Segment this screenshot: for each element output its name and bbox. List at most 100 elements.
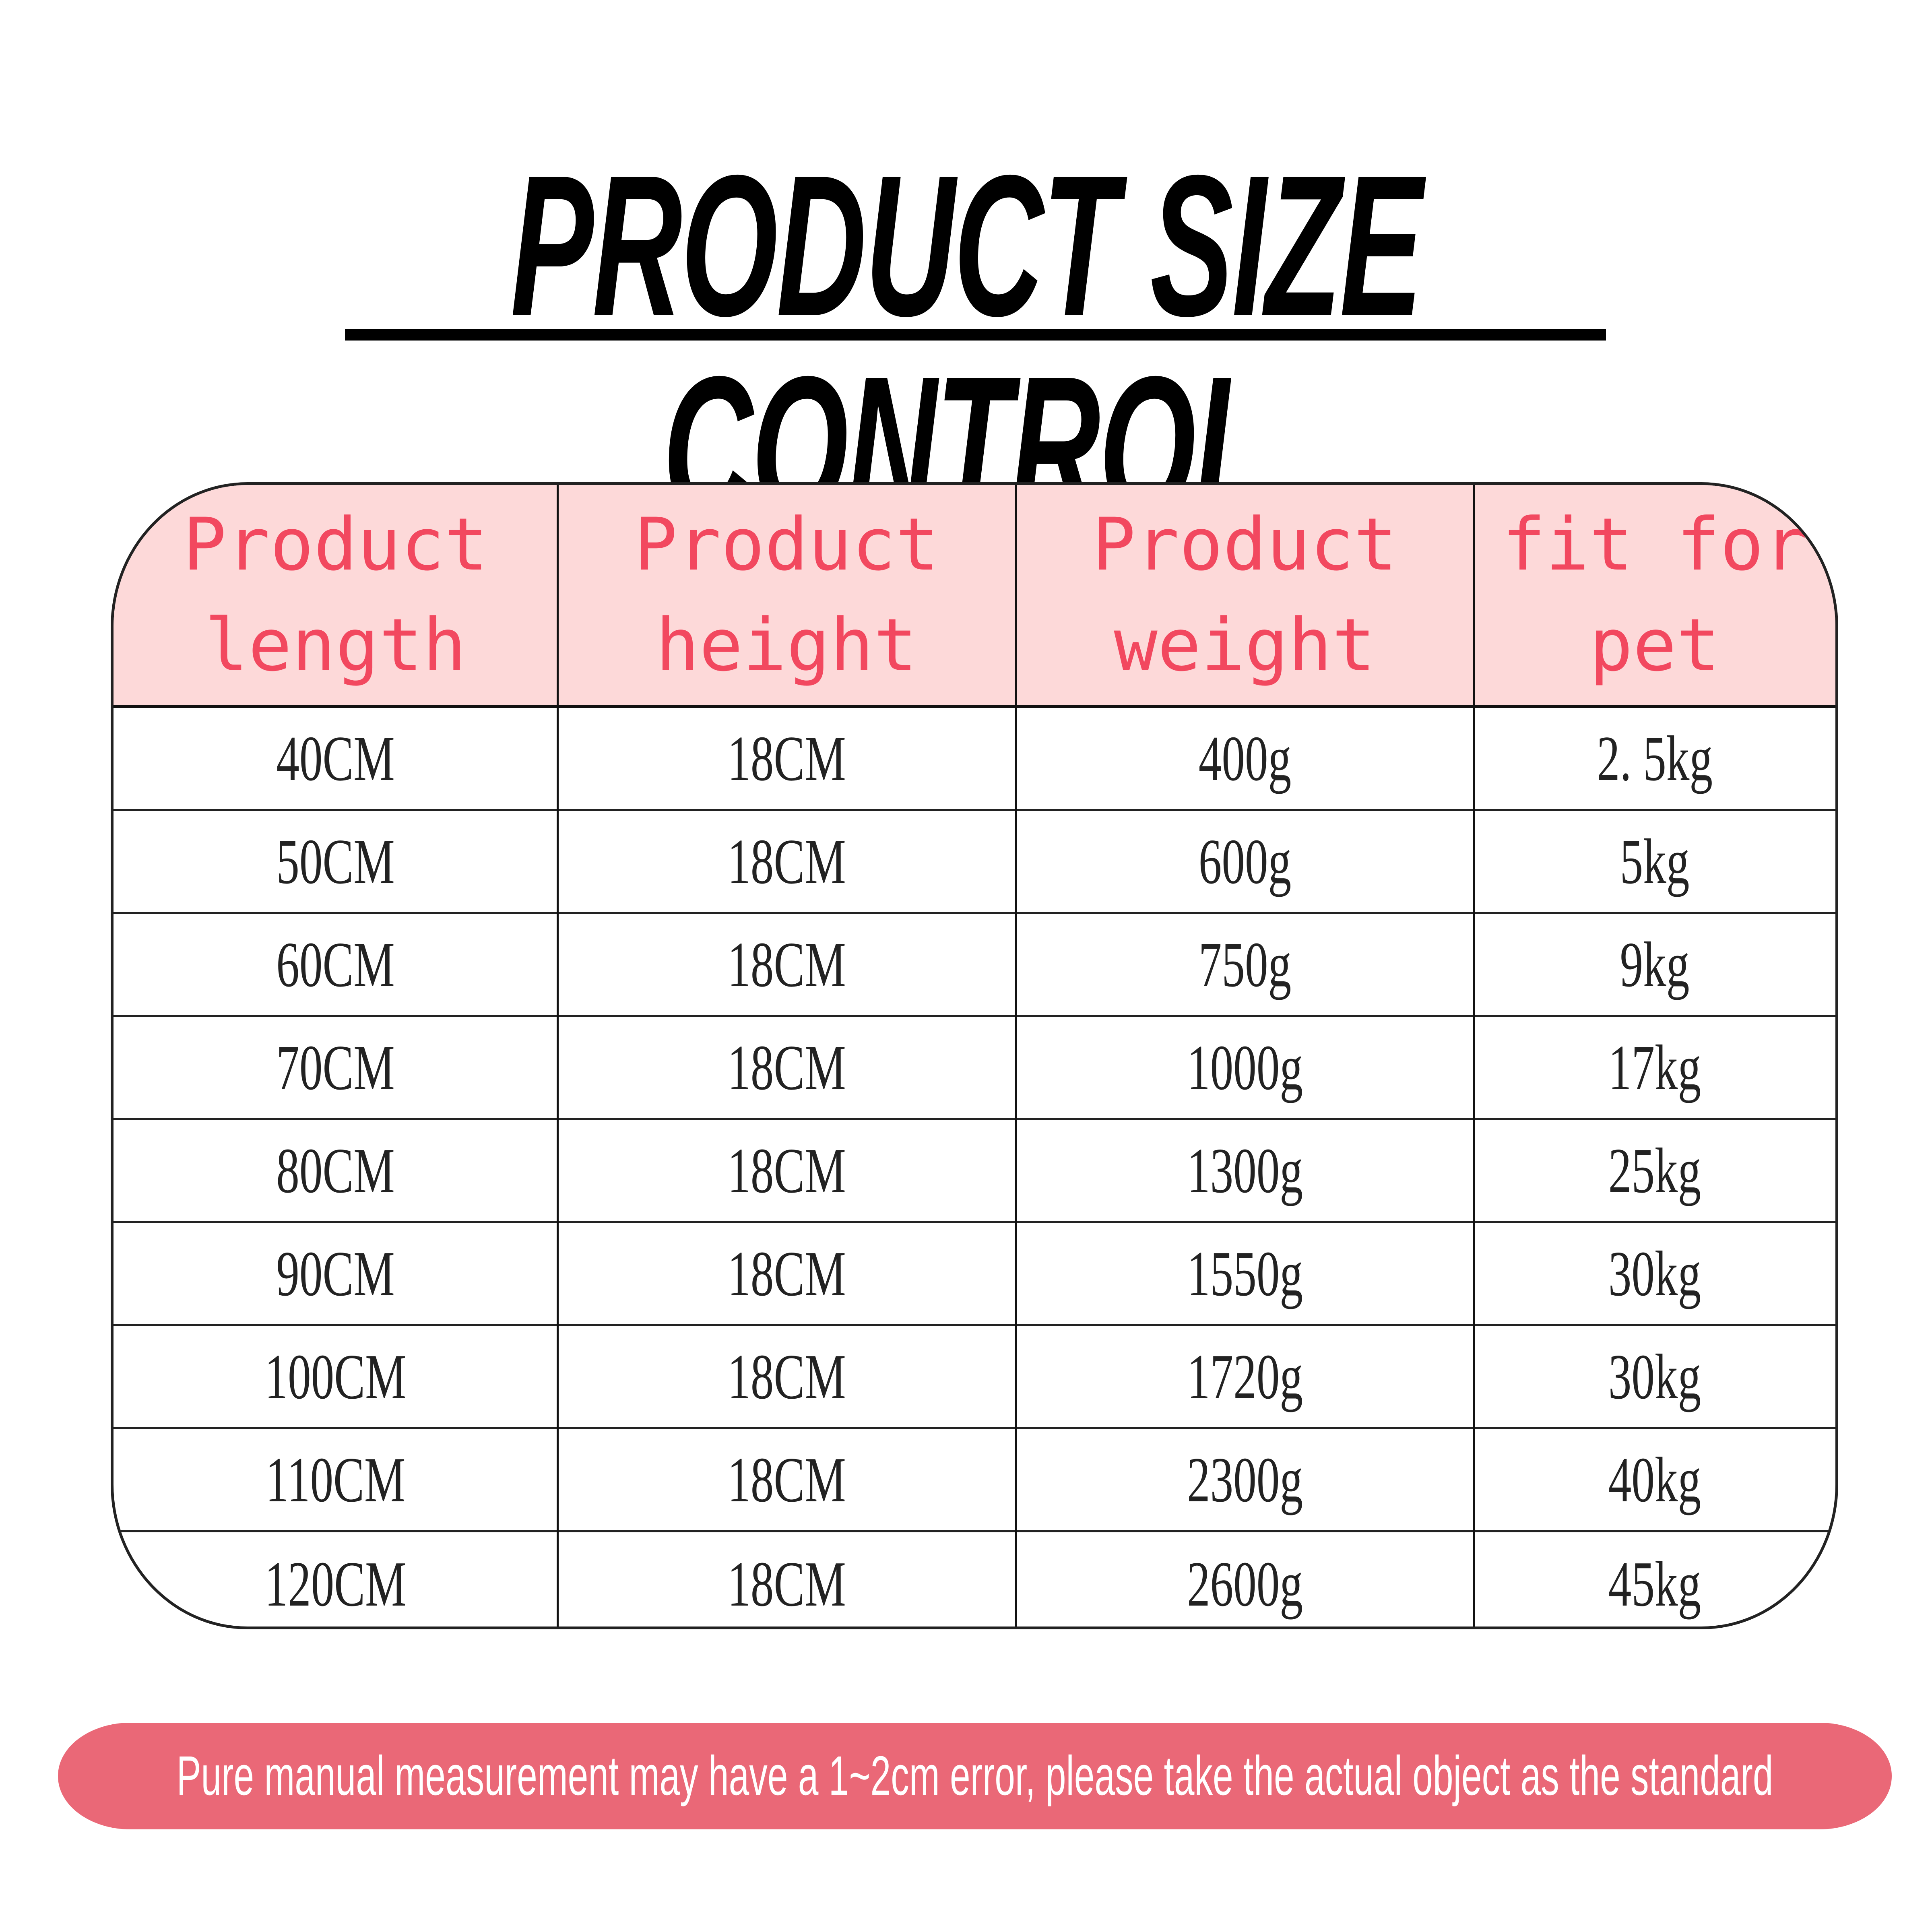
header-label: fit for [1502,502,1808,587]
table-cell: 18CM [557,1429,1016,1530]
header-label: weight [1114,603,1376,687]
title-underline [345,329,1606,341]
cell-value: 18CM [727,1238,846,1309]
table-cell: 1300g [1016,1120,1474,1221]
cell-value: 70CM [276,1032,395,1103]
cell-value: 18CM [727,826,846,897]
cell-value: 600g [1198,826,1291,897]
cell-value: 50CM [276,826,395,897]
table-cell: 2300g [1016,1429,1474,1530]
cell-value: 80CM [276,1135,395,1206]
table-cell: 750g [1016,914,1474,1015]
table-cell: 400g [1016,708,1474,809]
table-cell: 600g [1016,811,1474,912]
table-cell: 18CM [557,1120,1016,1221]
column-divider [1015,485,1017,1627]
cell-value: 18CM [727,1032,846,1103]
cell-value: 90CM [276,1238,395,1309]
cell-value: 1720g [1187,1341,1303,1412]
table-cell: 50CM [114,811,557,912]
cell-value: 18CM [727,929,846,1000]
cell-value: 40kg [1608,1444,1701,1515]
cell-value: 30kg [1608,1238,1701,1309]
cell-value: 18CM [727,1341,846,1412]
table-row: 110CM 18CM 2300g 40kg [114,1429,1835,1532]
header-label: Product [1092,502,1397,587]
cell-value: 18CM [727,1135,846,1206]
table-cell: 30kg [1474,1326,1835,1427]
table-cell: 90CM [114,1223,557,1324]
cell-value: 750g [1198,929,1291,1000]
table-row: 80CM 18CM 1300g 25kg [114,1120,1835,1223]
cell-value: 18CM [727,722,846,794]
cell-value: 100CM [264,1341,407,1412]
cell-value: 2. 5kg [1597,722,1713,794]
header-label: pet [1589,603,1720,687]
cell-value: 2300g [1187,1444,1303,1515]
table-cell: 18CM [557,708,1016,809]
table-cell: 40kg [1474,1429,1835,1530]
table-cell: 45kg [1474,1532,1835,1627]
cell-value: 18CM [727,1548,846,1620]
table-cell: 80CM [114,1120,557,1221]
table-row: 100CM 18CM 1720g 30kg [114,1326,1835,1429]
measurement-notice: Pure manual measurement may have a 1~2cm… [58,1723,1892,1829]
header-label: Product [634,502,939,587]
table-cell: 120CM [114,1532,557,1627]
table-cell: 18CM [557,1017,1016,1118]
table-row: 60CM 18CM 750g 9kg [114,914,1835,1017]
cell-value: 1300g [1187,1135,1303,1206]
table-cell: 2600g [1016,1532,1474,1627]
table-cell: 30kg [1474,1223,1835,1324]
cell-value: 9kg [1620,929,1690,1000]
cell-value: 1000g [1187,1032,1303,1103]
table-cell: 1550g [1016,1223,1474,1324]
cell-value: 17kg [1608,1032,1701,1103]
header-label: Product [183,502,488,587]
table-cell: 18CM [557,1532,1016,1627]
header-label: height [655,603,918,687]
table-cell: 60CM [114,914,557,1015]
table-header: Product length Product height Product weight f… [114,485,1835,708]
table-cell: 1720g [1016,1326,1474,1427]
cell-value: 5kg [1620,826,1690,897]
page-title: PRODUCT SIZE CONTROL [0,145,1932,547]
table-row: 70CM 18CM 1000g 17kg [114,1017,1835,1120]
header-cell: Product weight [1016,485,1474,705]
header-label: length [204,603,466,687]
notice-text: Pure manual measurement may have a 1~2cm… [176,1745,1773,1807]
header-cell: Product height [557,485,1016,705]
table-cell: 1000g [1016,1017,1474,1118]
header-cell: fit for pet [1474,485,1835,705]
table-cell: 40CM [114,708,557,809]
table-cell: 110CM [114,1429,557,1530]
table-cell: 9kg [1474,914,1835,1015]
size-table: Product length Product height Product weight f… [111,482,1838,1629]
table-row: 40CM 18CM 400g 2. 5kg [114,708,1835,811]
table-cell: 25kg [1474,1120,1835,1221]
table-row: 50CM 18CM 600g 5kg [114,811,1835,914]
table-cell: 18CM [557,811,1016,912]
cell-value: 40CM [276,722,395,794]
table-row: 90CM 18CM 1550g 30kg [114,1223,1835,1326]
cell-value: 120CM [264,1548,407,1620]
table-cell: 18CM [557,914,1016,1015]
cell-value: 25kg [1608,1135,1701,1206]
cell-value: 30kg [1608,1341,1701,1412]
table-cell: 17kg [1474,1017,1835,1118]
header-cell: Product length [114,485,557,705]
table-row: 120CM 18CM 2600g 45kg [114,1532,1835,1627]
table-cell: 100CM [114,1326,557,1427]
cell-value: 18CM [727,1444,846,1515]
cell-value: 110CM [265,1444,406,1515]
column-divider [1473,485,1475,1627]
cell-value: 60CM [276,929,395,1000]
cell-value: 2600g [1187,1548,1303,1620]
table-cell: 2. 5kg [1474,708,1835,809]
table-cell: 5kg [1474,811,1835,912]
table-cell: 18CM [557,1326,1016,1427]
table-cell: 18CM [557,1223,1016,1324]
table-cell: 70CM [114,1017,557,1118]
cell-value: 400g [1198,722,1291,794]
cell-value: 1550g [1187,1238,1303,1309]
